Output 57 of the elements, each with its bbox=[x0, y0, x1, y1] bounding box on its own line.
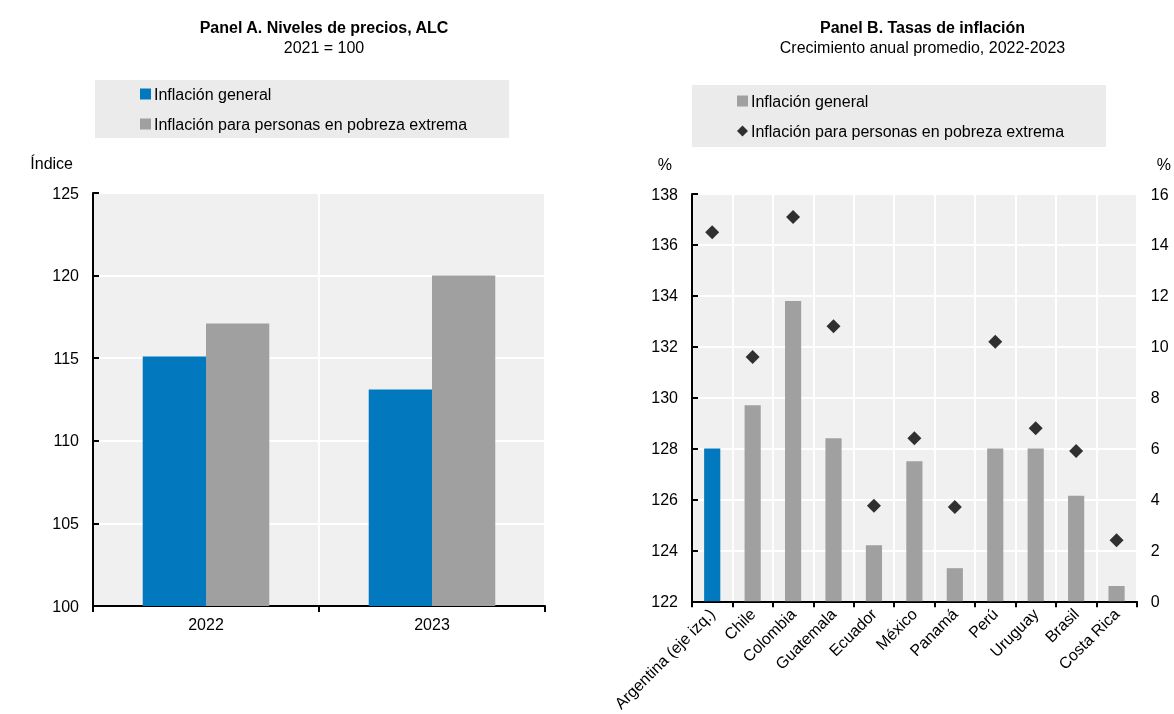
bar bbox=[946, 568, 963, 602]
bar bbox=[1108, 585, 1125, 602]
point bbox=[1109, 533, 1124, 548]
y2-tick-label: 14 bbox=[1150, 236, 1169, 254]
legend-label: Inflación general bbox=[751, 92, 869, 110]
bar bbox=[865, 545, 883, 602]
y-tick-label: 125 bbox=[52, 184, 80, 202]
point bbox=[1069, 444, 1084, 459]
bar bbox=[785, 300, 802, 602]
y2-tick-label: 10 bbox=[1150, 338, 1169, 356]
y2-tick-label: 4 bbox=[1150, 490, 1160, 508]
y2-tick-label: 8 bbox=[1150, 389, 1160, 407]
point bbox=[786, 209, 801, 224]
x-tick-label: 2023 bbox=[414, 615, 450, 633]
point bbox=[907, 431, 922, 446]
y-tick-label: 134 bbox=[651, 287, 679, 305]
y2-tick-label: 0 bbox=[1150, 592, 1160, 610]
y-axis-title: Índice bbox=[30, 153, 74, 172]
point bbox=[745, 349, 760, 364]
point bbox=[826, 319, 841, 334]
y-tick-label: 124 bbox=[651, 541, 679, 559]
chart-title: Panel A. Niveles de precios, ALC bbox=[199, 18, 449, 36]
y-tick-label: 122 bbox=[651, 592, 679, 610]
bar bbox=[906, 461, 923, 602]
x-tick-label: 2022 bbox=[188, 615, 224, 633]
legend-label: Inflación para personas en pobreza extrema bbox=[751, 122, 1065, 140]
y-tick-label: 120 bbox=[52, 267, 80, 285]
y-tick-label: 136 bbox=[651, 236, 679, 254]
point bbox=[1028, 421, 1043, 436]
y-tick-label: 100 bbox=[52, 597, 80, 615]
bar bbox=[825, 438, 842, 602]
y-tick-label: 105 bbox=[52, 514, 80, 532]
chart-title: Panel B. Tasas de inflación bbox=[819, 18, 1026, 36]
y2-tick-label: 2 bbox=[1150, 541, 1160, 559]
y-tick-label: 126 bbox=[651, 490, 679, 508]
chart-subtitle: Crecimiento anual promedio, 2022-2023 bbox=[779, 38, 1066, 56]
y2-tick-label: 6 bbox=[1150, 440, 1160, 458]
point bbox=[947, 500, 962, 515]
y2-tick-label: 12 bbox=[1150, 287, 1169, 305]
y-tick-label: 128 bbox=[651, 440, 679, 458]
y2-tick-label: 16 bbox=[1150, 185, 1169, 203]
legend-label: Inflación general bbox=[154, 85, 272, 103]
chart-subtitle: 2021 = 100 bbox=[283, 38, 365, 56]
y-tick-label: 110 bbox=[53, 432, 80, 450]
bar bbox=[1068, 495, 1085, 602]
y-tick-label: 138 bbox=[651, 185, 679, 203]
bar bbox=[1027, 448, 1044, 602]
y-tick-label: 115 bbox=[53, 349, 80, 367]
y2-axis-title: % bbox=[1156, 155, 1172, 173]
legend-label: Inflación para personas en pobreza extrema bbox=[154, 115, 468, 133]
y-axis-title: % bbox=[657, 155, 672, 173]
y-tick-label: 130 bbox=[651, 389, 679, 407]
bar bbox=[744, 405, 761, 602]
bar bbox=[987, 448, 1004, 602]
point bbox=[866, 498, 881, 513]
point bbox=[988, 334, 1003, 349]
y-tick-label: 132 bbox=[651, 338, 679, 356]
